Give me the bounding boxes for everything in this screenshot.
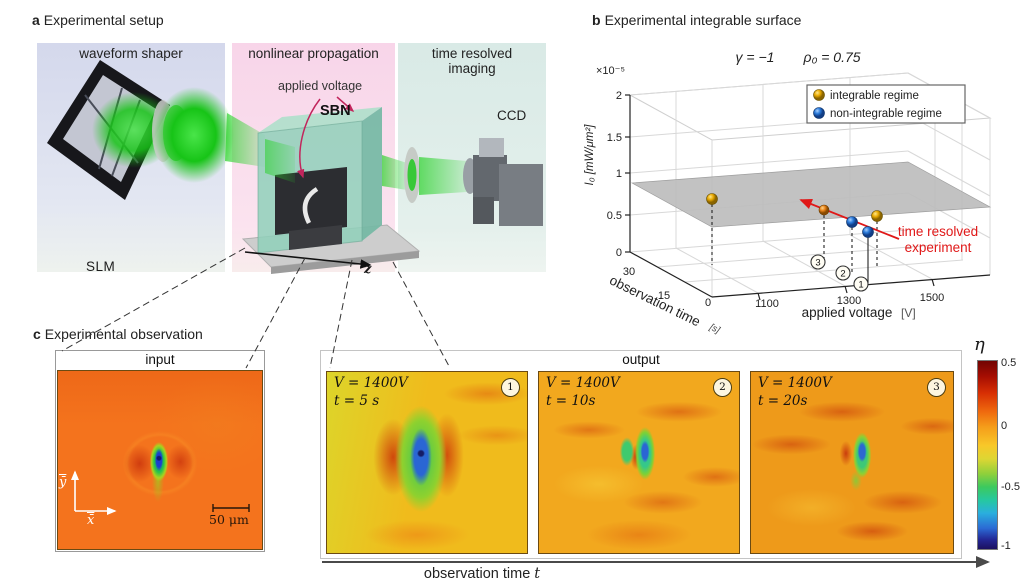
sbn-label: SBN — [320, 103, 351, 119]
stage-waveform-shaper-label: waveform shaper — [79, 46, 183, 61]
output-frame-3: V = 1400V t = 20s 3 — [750, 371, 954, 554]
point-3-marker — [818, 204, 830, 216]
legend-integrable-label: integrable regime — [830, 90, 919, 102]
svg-text:1: 1 — [858, 280, 863, 291]
integrable-point-marker — [706, 193, 718, 205]
panel-a-tag: a — [32, 12, 40, 28]
svg-text:3: 3 — [815, 258, 820, 269]
gamma-parameter: γ = −1 — [736, 49, 775, 65]
output-image-box: output V = 1400V t = 5 s 1 V = 1400V t =… — [320, 350, 962, 559]
annotation-line1: time resolved — [898, 224, 978, 239]
point-number-badges: 1 2 3 — [810, 254, 869, 292]
legend-integrable-icon — [813, 89, 825, 101]
z-tick-labels: 2 1.5 1 0.5 0 — [607, 90, 622, 259]
input-y-axis-label: ȳ — [59, 475, 67, 490]
y-axis-unit: [s] — [707, 321, 722, 336]
output-frame-2: V = 1400V t = 10s 2 — [538, 371, 740, 554]
colorbar-tick-1: 0 — [1001, 420, 1008, 432]
non-integrable-point-marker — [846, 216, 858, 228]
frame2-time: t = 10s — [546, 393, 596, 409]
panel-c-title: c Experimental observation — [33, 326, 203, 342]
panel-b-title-text: Experimental integrable surface — [604, 12, 802, 28]
annotation-line2: experiment — [905, 240, 972, 255]
input-overlays — [71, 470, 250, 515]
y-tick-labels: 30 15 0 — [623, 266, 711, 309]
output-frame-1: V = 1400V t = 5 s 1 — [326, 371, 528, 554]
svg-text:15: 15 — [658, 290, 670, 302]
panel-b-title: b Experimental integrable surface — [592, 12, 801, 28]
z-axis-label: z — [364, 262, 372, 277]
panel-a-title: a Experimental setup — [32, 12, 164, 28]
x-axis-unit: [V] — [901, 306, 916, 320]
plot-axes — [625, 94, 991, 301]
colorbar-tick-2: -0.5 — [1001, 481, 1020, 493]
input-image-box: input ȳ x̄ 50 μm — [55, 350, 265, 552]
sbn-crystal-icon — [241, 96, 421, 274]
frame3-number-badge: 3 — [927, 378, 946, 397]
frame2-number-badge: 2 — [713, 378, 732, 397]
svg-text:2: 2 — [840, 269, 845, 280]
legend-non-integrable-icon — [813, 107, 825, 119]
ccd-label: CCD — [497, 108, 527, 123]
integrable-surface-plot: 2 1.5 1 0.5 0 ×10⁻⁵ I₀ [mW/μm²] 1100 130… — [584, 49, 992, 336]
time-arrow-label: observation time t — [423, 566, 541, 582]
x-axis-title: applied voltage — [802, 305, 893, 320]
integrable-surface — [630, 161, 992, 228]
stage-time-resolved-imaging-label: time resolved imaging — [431, 46, 513, 76]
svg-text:2: 2 — [616, 90, 622, 102]
input-x-axis-label: x̄ — [87, 513, 95, 528]
panel-c-title-text: Experimental observation — [44, 326, 203, 342]
colorbar — [977, 360, 998, 550]
y-axis-title: observation time — [607, 273, 703, 330]
colorbar-tick-0: 0.5 — [1001, 357, 1017, 369]
frame1-number-badge: 1 — [501, 378, 520, 397]
rho-parameter: ρ₀ = 0.75 — [802, 49, 860, 65]
frame1-time: t = 5 s — [334, 393, 380, 409]
svg-text:30: 30 — [623, 266, 635, 278]
svg-text:1100: 1100 — [755, 298, 779, 310]
non-integrable-point-marker — [862, 226, 874, 238]
svg-text:1.5: 1.5 — [607, 132, 622, 144]
output-title: output — [622, 352, 660, 367]
svg-text:1300: 1300 — [837, 295, 861, 307]
slm-label: SLM — [86, 259, 116, 274]
x-tick-labels: 1100 1300 1500 — [755, 292, 944, 310]
time-arrow-variable: t — [534, 566, 541, 582]
ccd-camera-icon — [382, 138, 543, 226]
colorbar-tick-3: -1 — [1001, 540, 1011, 552]
colorbar-label: η — [974, 334, 985, 355]
input-title: input — [145, 352, 175, 367]
integrable-point-marker — [871, 210, 883, 222]
panel-c-tag: c — [33, 326, 41, 342]
z-axis-title: I₀ [mW/μm²] — [584, 124, 596, 186]
svg-text:0.5: 0.5 — [607, 210, 622, 222]
plot-legend: integrable regime non-integrable regime — [806, 84, 966, 124]
svg-text:0: 0 — [705, 297, 711, 309]
scale-bar — [212, 504, 250, 512]
setup-illustration — [47, 60, 543, 274]
legend-non-integrable-label: non-integrable regime — [830, 108, 942, 120]
scale-bar-label: 50 μm — [209, 512, 249, 527]
stage-nonlinear-propagation-label: nonlinear propagation — [248, 46, 379, 61]
frame2-voltage: V = 1400V — [546, 375, 620, 391]
slm-device-icon — [47, 60, 265, 200]
panel-b-tag: b — [592, 12, 601, 28]
svg-text:1: 1 — [616, 168, 622, 180]
drop-lines — [711, 204, 878, 283]
input-heatmap — [57, 370, 263, 550]
z-scale-factor: ×10⁻⁵ — [596, 65, 625, 77]
panel-a-title-text: Experimental setup — [43, 12, 164, 28]
svg-text:1500: 1500 — [920, 292, 944, 304]
applied-voltage-label: applied voltage — [278, 79, 363, 93]
frame1-voltage: V = 1400V — [334, 375, 408, 391]
svg-text:0: 0 — [616, 247, 622, 259]
frame3-voltage: V = 1400V — [758, 375, 832, 391]
frame3-time: t = 20s — [758, 393, 808, 409]
